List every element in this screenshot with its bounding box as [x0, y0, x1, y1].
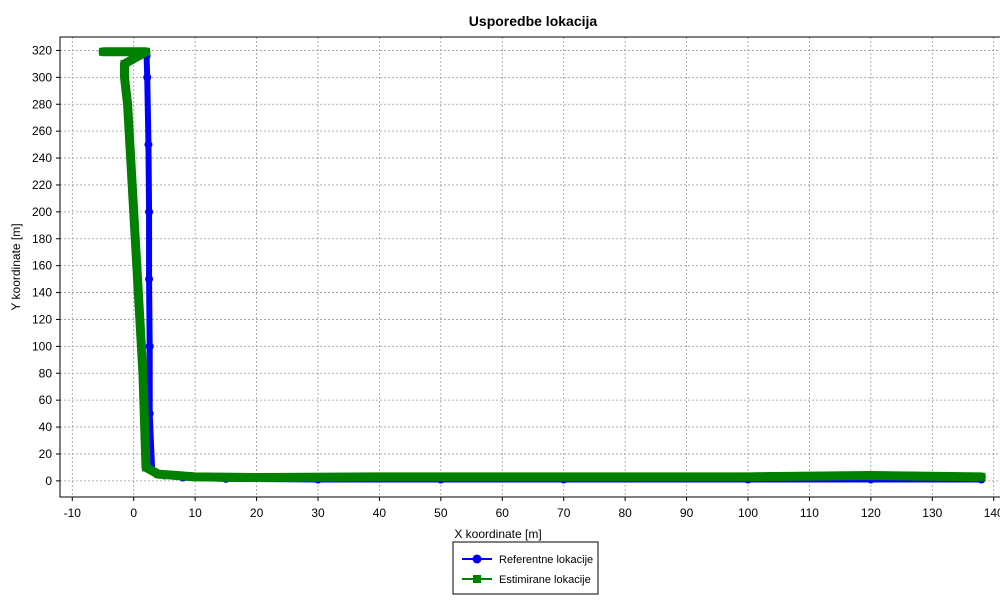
y-axis-label: Y koordinate [m]	[9, 223, 23, 310]
y-tick-label: 40	[39, 420, 53, 434]
y-tick-label: 300	[32, 70, 52, 84]
x-axis-label: X koordinate [m]	[454, 527, 541, 541]
y-tick-label: 220	[32, 178, 52, 192]
y-tick-label: 320	[32, 43, 52, 57]
legend: Referentne lokacije Estimirane lokacije	[452, 541, 599, 595]
data-point-estimirane	[142, 463, 150, 472]
x-tick-label: 30	[311, 506, 325, 520]
data-point-estimirane	[120, 59, 129, 68]
x-tick-label: 70	[557, 506, 571, 520]
y-tick-label: 200	[32, 205, 52, 219]
data-point-estimirane	[252, 473, 261, 482]
data-point-estimirane	[154, 470, 163, 479]
data-point-estimirane	[744, 472, 752, 481]
series-line-estimirane	[98, 47, 986, 482]
data-point-estimirane	[866, 471, 875, 480]
x-tick-label: 0	[130, 506, 137, 520]
x-tick-label: 120	[861, 506, 881, 520]
x-tick-label: 60	[496, 506, 510, 520]
y-tick-label: 240	[32, 151, 52, 165]
x-axis-ticks: -10 0 10 20 30 40 50 60 70 80 90 100 110 120 130 140	[64, 497, 1000, 520]
y-tick-label: 160	[32, 259, 52, 273]
x-tick-label: 100	[738, 506, 758, 520]
grid	[60, 37, 1000, 497]
x-tick-label: -10	[64, 506, 82, 520]
y-tick-label: 100	[32, 339, 52, 353]
legend-box	[452, 541, 599, 595]
legend-label-estimirane: Estimirane lokacije	[499, 574, 591, 586]
data-point-estimirane	[977, 472, 986, 481]
legend-marker-referentne	[472, 554, 482, 564]
y-tick-label: 180	[32, 232, 52, 246]
legend-marker-estimirane	[473, 575, 481, 583]
x-tick-label: 80	[618, 506, 632, 520]
data-point-estimirane	[135, 315, 144, 324]
data-point-referentne	[144, 140, 153, 149]
x-tick-label: 110	[800, 506, 819, 520]
x-tick-label: 20	[250, 506, 264, 520]
data-point-referentne	[145, 342, 154, 351]
x-tick-label: 40	[373, 506, 387, 520]
data-point-referentne	[145, 207, 154, 216]
data-point-estimirane	[191, 472, 200, 481]
y-axis-ticks: 0 20 40 60 80 100 120 140 160 180 200 220 240 260 280 3…	[32, 43, 60, 488]
data-point-estimirane	[559, 472, 568, 481]
y-tick-label: 20	[39, 447, 53, 461]
data-point-estimirane	[132, 261, 141, 270]
y-tick-label: 260	[32, 124, 52, 138]
x-tick-label: 50	[434, 506, 448, 520]
x-tick-label: 140	[984, 506, 1000, 520]
data-point-estimirane	[375, 472, 384, 481]
y-tick-label: 80	[39, 366, 53, 380]
x-tick-label: 90	[680, 506, 694, 520]
chart-title: Usporedbe lokacija	[469, 13, 598, 29]
y-tick-label: 140	[32, 286, 52, 300]
y-tick-label: 120	[32, 312, 52, 326]
x-tick-label: 130	[922, 506, 942, 520]
data-point-estimirane	[99, 47, 107, 56]
y-tick-label: 0	[45, 474, 52, 488]
y-tick-label: 280	[32, 97, 52, 111]
y-tick-label: 60	[39, 393, 53, 407]
data-point-estimirane	[123, 100, 132, 109]
data-point-estimirane	[120, 47, 129, 56]
data-point-referentne	[143, 73, 152, 82]
data-point-estimirane	[129, 207, 138, 216]
data-point-estimirane	[120, 73, 129, 82]
x-tick-label: 10	[188, 506, 202, 520]
data-point-estimirane	[138, 369, 147, 378]
plot-frame	[59, 36, 1000, 498]
data-point-estimirane	[142, 47, 150, 56]
data-point-estimirane	[126, 154, 135, 163]
legend-label-referentne: Referentne lokacije	[499, 554, 593, 566]
series-group	[98, 47, 986, 484]
data-point-referentne	[145, 275, 154, 284]
